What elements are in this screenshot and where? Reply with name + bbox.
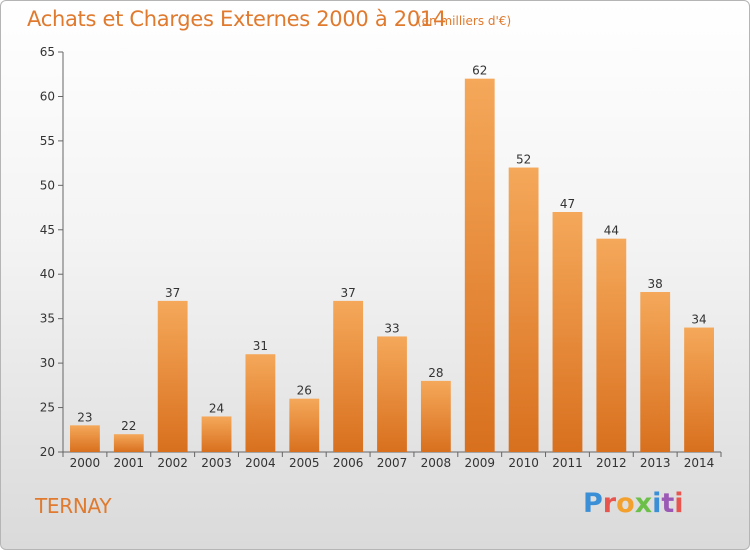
bar: [157, 300, 188, 452]
bar: [113, 434, 144, 452]
x-tick-label: 2013: [640, 456, 671, 470]
bar: [552, 212, 583, 452]
x-tick-label: 2002: [157, 456, 188, 470]
proxiti-logo[interactable]: Proxiti: [583, 488, 684, 519]
y-tick-label: 20: [40, 445, 55, 459]
data-label: 62: [472, 64, 487, 78]
data-label: 44: [604, 224, 619, 238]
data-label: 24: [209, 401, 224, 415]
x-tick-label: 2004: [245, 456, 276, 470]
data-label: 47: [560, 197, 575, 211]
bar: [245, 354, 276, 452]
data-label: 23: [77, 410, 92, 424]
x-tick-label: 2014: [684, 456, 715, 470]
logo-letter: o: [616, 488, 635, 519]
data-label: 33: [384, 321, 399, 335]
bar: [289, 398, 320, 452]
x-tick-label: 2007: [377, 456, 408, 470]
data-label: 37: [165, 286, 180, 300]
logo-letter: t: [661, 488, 675, 519]
y-tick-label: 35: [40, 312, 55, 326]
data-label: 38: [648, 277, 663, 291]
y-tick-label: 40: [40, 267, 55, 281]
bar: [201, 416, 232, 452]
data-label: 31: [253, 339, 268, 353]
logo-letter: P: [583, 488, 603, 519]
y-tick-label: 55: [40, 134, 55, 148]
chart-axes: 20 25 30 35 40 45 50 55 60 65 2000 2001 2002 2003 2004…: [40, 45, 722, 470]
data-label: 26: [297, 384, 312, 398]
bar: [684, 327, 714, 452]
y-tick-label: 25: [40, 401, 55, 415]
bar: [333, 300, 364, 452]
data-label: 37: [340, 286, 355, 300]
location-name: TERNAY: [35, 494, 112, 518]
logo-letter: i: [674, 488, 684, 519]
data-label: 34: [691, 313, 706, 327]
x-tick-label: 2001: [114, 456, 145, 470]
bar: [508, 167, 539, 453]
data-label: 28: [428, 366, 443, 380]
chart-subtitle: (en milliers d'€): [417, 14, 512, 28]
x-tick-label: 2008: [421, 456, 452, 470]
x-tick-label: 2009: [464, 456, 495, 470]
bar: [420, 380, 451, 452]
bar: [70, 425, 100, 452]
logo-letter: i: [652, 488, 662, 519]
y-tick-label: 50: [40, 178, 55, 192]
bar: [377, 336, 407, 452]
y-tick-label: 65: [40, 45, 55, 59]
x-tick-label: 2006: [333, 456, 364, 470]
logo-letter: x: [634, 488, 653, 519]
x-tick-label: 2012: [596, 456, 627, 470]
y-tick-label: 60: [40, 89, 55, 103]
chart-bars: [70, 78, 714, 453]
bar: [640, 292, 671, 452]
y-tick-label: 30: [40, 356, 55, 370]
x-tick-label: 2003: [201, 456, 232, 470]
x-tick-label: 2010: [508, 456, 539, 470]
data-label: 52: [516, 153, 531, 167]
logo-letter: r: [602, 488, 617, 519]
data-label: 22: [121, 419, 136, 433]
x-tick-label: 2000: [70, 456, 101, 470]
bar: [596, 238, 627, 452]
bar: [464, 78, 495, 453]
y-tick-label: 45: [40, 223, 55, 237]
x-tick-label: 2011: [552, 456, 583, 470]
x-tick-label: 2005: [289, 456, 320, 470]
chart-title: Achats et Charges Externes 2000 à 2014: [27, 7, 447, 31]
chart-data-labels: 23 22 37 24 31 26 37 33 28 62 52 47 44 38 34: [77, 64, 706, 434]
